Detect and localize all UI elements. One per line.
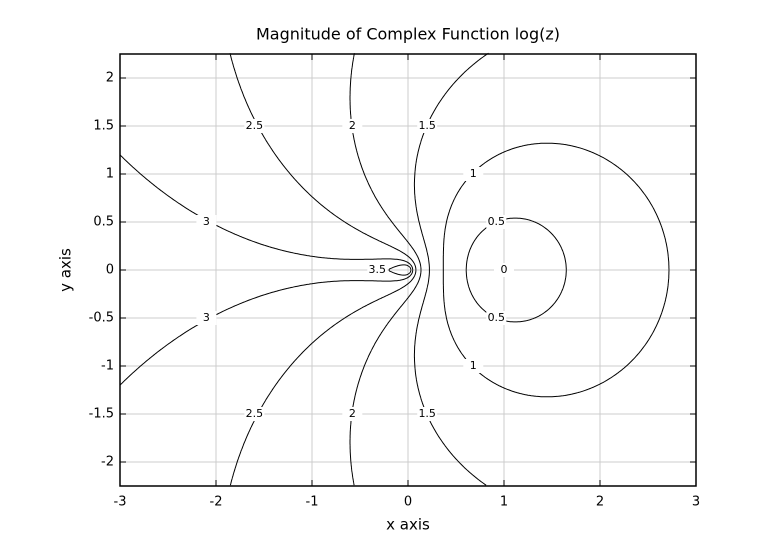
contour-line bbox=[349, 53, 422, 486]
contour-label: 2 bbox=[349, 407, 356, 420]
contour-label-bg bbox=[244, 119, 265, 133]
x-tick-label: 2 bbox=[596, 495, 604, 510]
contour-label-bg bbox=[486, 311, 507, 325]
y-tick-label: -0.5 bbox=[89, 311, 114, 326]
contour-label: 1.5 bbox=[418, 119, 436, 132]
y-tick-label: 1 bbox=[106, 167, 114, 182]
contour-label-bg bbox=[463, 359, 484, 373]
y-tick-label: 2 bbox=[106, 71, 114, 86]
contour-label: 0 bbox=[501, 263, 508, 276]
y-axis-label: y axis bbox=[57, 248, 75, 292]
contour-label: 1 bbox=[470, 167, 477, 180]
contour-label: 2.5 bbox=[246, 119, 264, 132]
chart-title: Magnitude of Complex Function log(z) bbox=[256, 25, 560, 44]
contour-label-bg bbox=[463, 167, 484, 181]
contour-label: 3 bbox=[203, 215, 210, 228]
y-tick-label: 0.5 bbox=[93, 215, 114, 230]
contour-label: 1 bbox=[470, 359, 477, 372]
contour-label: 2.5 bbox=[246, 407, 264, 420]
contour-label: 2 bbox=[349, 119, 356, 132]
x-tick-label: -3 bbox=[114, 495, 127, 510]
plot-frame bbox=[119, 53, 697, 487]
y-tick-label: -1 bbox=[101, 359, 114, 374]
contour-label: 3.5 bbox=[369, 263, 387, 276]
contour-label-bg bbox=[244, 407, 265, 421]
contour-label-bg bbox=[417, 119, 438, 133]
contour-label: 3 bbox=[203, 311, 210, 324]
contour-label-bg bbox=[494, 263, 514, 277]
y-tick-label: -2 bbox=[101, 455, 114, 470]
x-tick-label: -1 bbox=[306, 495, 319, 510]
x-tick-label: 0 bbox=[404, 495, 412, 510]
contour-label: 0.5 bbox=[488, 311, 506, 324]
contour-label-bg bbox=[342, 119, 363, 133]
y-tick-label: 0 bbox=[106, 263, 114, 278]
contour-label-bg bbox=[342, 407, 363, 421]
contour-label: 0.5 bbox=[488, 215, 506, 228]
x-tick-label: -2 bbox=[210, 495, 223, 510]
contour-label-bg bbox=[486, 215, 507, 229]
y-tick-label: -1.5 bbox=[89, 407, 114, 422]
contour-line bbox=[388, 264, 412, 276]
contour-label-bg bbox=[196, 215, 217, 229]
contour-label: 1.5 bbox=[418, 407, 436, 420]
y-tick-label: 1.5 bbox=[93, 119, 114, 134]
x-axis-label: x axis bbox=[386, 516, 430, 534]
contour-label-bg bbox=[417, 407, 438, 421]
x-tick-label: 3 bbox=[692, 495, 700, 510]
x-tick-label: 1 bbox=[500, 495, 508, 510]
contour-label-bg bbox=[196, 311, 217, 325]
contour-label-bg bbox=[367, 263, 388, 277]
